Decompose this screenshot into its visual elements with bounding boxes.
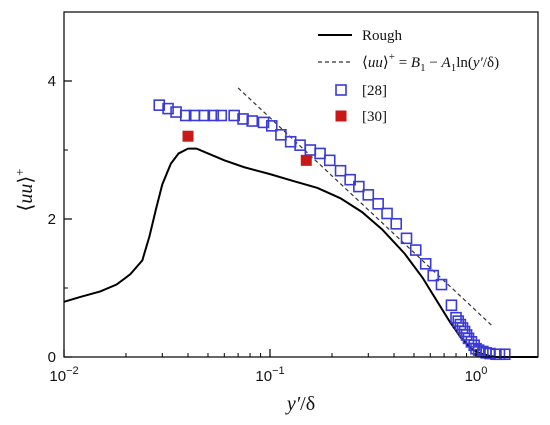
plot-frame bbox=[63, 11, 539, 358]
data-point-series-2-31 bbox=[445, 299, 458, 312]
y-tick-label-1: 2 bbox=[48, 211, 56, 228]
data-point-series-3-0 bbox=[182, 130, 194, 142]
data-point-series-2-30 bbox=[435, 278, 448, 291]
legend-swatch-ref-28 bbox=[335, 84, 347, 96]
data-point-series-2-9 bbox=[237, 113, 249, 125]
data-point-series-2-17 bbox=[314, 147, 326, 160]
data-point-series-2-28 bbox=[419, 258, 432, 270]
legend: Rough ⟨uu⟩+ = B1 − A1ln(y′/δ) [28] [30] bbox=[318, 28, 499, 125]
legend-label-rough: Rough bbox=[362, 28, 403, 44]
data-point-series-3-1 bbox=[300, 154, 312, 166]
data-point-series-2-35 bbox=[456, 322, 469, 334]
data-point-series-2-27 bbox=[409, 244, 422, 256]
data-point-series-2-0 bbox=[153, 99, 166, 111]
data-point-series-2-8 bbox=[228, 109, 240, 122]
legend-label-log-law: ⟨uu⟩+ = B1 − A1ln(y′/δ) bbox=[362, 51, 499, 74]
y-tick-label-2: 4 bbox=[48, 73, 56, 90]
data-point-series-2-10 bbox=[246, 115, 259, 127]
legend-label-ref-28: [28] bbox=[362, 83, 387, 99]
axes-layer: 0 2 4 10−2 10−1 100 bbox=[48, 73, 488, 385]
data-point-series-2-14 bbox=[284, 135, 297, 148]
series-line-0 bbox=[63, 147, 538, 358]
data-point-series-2-6 bbox=[207, 109, 219, 122]
data-point-series-2-26 bbox=[400, 232, 413, 245]
data-point-series-2-21 bbox=[353, 180, 365, 193]
data-point-series-2-11 bbox=[257, 116, 270, 129]
data-point-series-2-48 bbox=[498, 348, 511, 361]
data-point-series-2-22 bbox=[362, 189, 375, 201]
x-tick-label-2: 100 bbox=[465, 365, 488, 385]
data-point-series-2-20 bbox=[344, 173, 356, 186]
data-point-series-2-36 bbox=[458, 325, 471, 338]
data-point-series-2-5 bbox=[198, 109, 211, 122]
x-tick-label-1: 10−1 bbox=[255, 365, 284, 385]
data-point-series-2-18 bbox=[323, 154, 336, 167]
data-point-series-2-3 bbox=[179, 109, 192, 122]
legend-label-ref-30: [30] bbox=[362, 109, 387, 125]
data-point-series-2-34 bbox=[454, 318, 467, 331]
data-point-series-2-16 bbox=[304, 144, 317, 156]
data-point-series-2-1 bbox=[162, 102, 174, 115]
data-point-series-2-25 bbox=[390, 218, 403, 230]
data-point-series-2-29 bbox=[427, 269, 440, 282]
legend-swatch-ref-30 bbox=[335, 110, 347, 122]
data-point-series-2-13 bbox=[275, 129, 287, 141]
data-point-series-2-19 bbox=[334, 164, 347, 177]
data-point-series-2-23 bbox=[372, 198, 384, 210]
data-point-series-2-24 bbox=[381, 207, 393, 220]
x-tick-label-0: 10−2 bbox=[49, 365, 78, 385]
data-point-series-2-12 bbox=[265, 120, 278, 132]
data-layer bbox=[63, 87, 538, 361]
x-axis-title: y′/δ bbox=[285, 393, 315, 415]
y-axis-title: ⟨uu⟩+ bbox=[12, 169, 37, 212]
series-line-1 bbox=[237, 87, 493, 327]
data-point-series-2-7 bbox=[215, 109, 228, 122]
y-tick-label-0: 0 bbox=[48, 349, 56, 366]
